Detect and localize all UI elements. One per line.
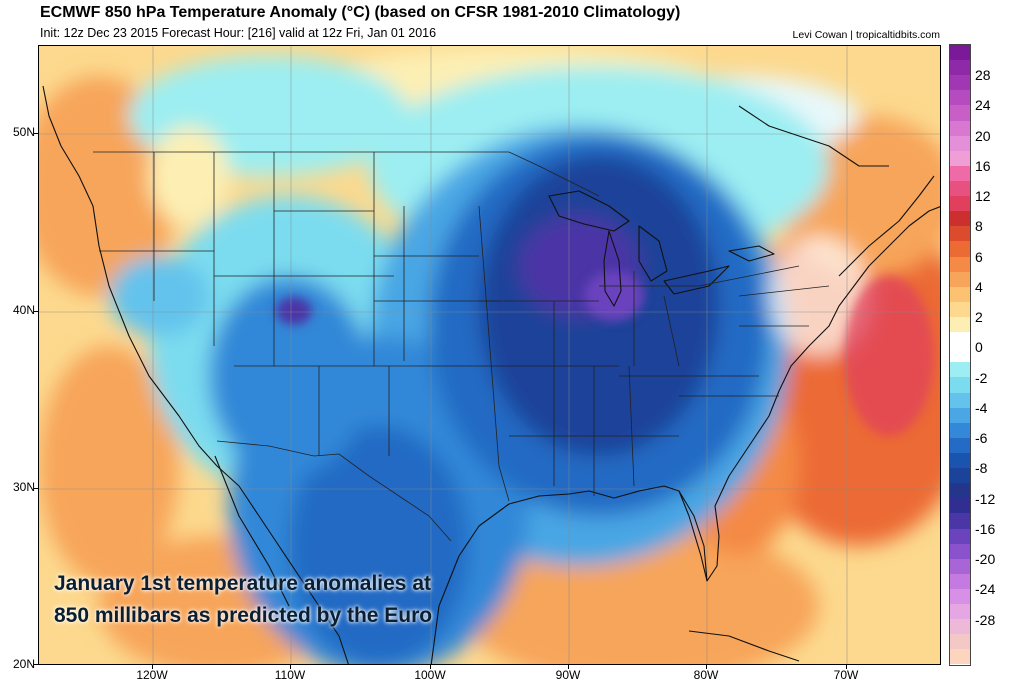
lon-label-110w: 110W xyxy=(274,668,306,682)
map-caption: January 1st temperature anomalies at 850… xyxy=(54,568,432,632)
lon-tick xyxy=(568,664,569,669)
colorbar-label: -24 xyxy=(975,581,996,598)
colorbar-cell xyxy=(950,619,970,635)
lon-label-90w: 90W xyxy=(555,668,581,682)
colorbar-cell xyxy=(950,452,970,469)
lat-tick xyxy=(34,133,39,134)
lat-label-40n: 40N xyxy=(12,303,35,317)
colorbar-label: 8 xyxy=(975,218,983,235)
colorbar-cell xyxy=(950,634,970,650)
colorbar-cell xyxy=(950,588,970,605)
colorbar-cell xyxy=(950,135,970,151)
colorbar-cell xyxy=(950,286,970,302)
colorbar-label: 2 xyxy=(975,309,983,326)
colorbar-cell xyxy=(950,120,970,136)
lon-label-70w: 70W xyxy=(833,668,859,682)
colorbar-cell xyxy=(950,332,970,348)
colorbar-label: -28 xyxy=(975,611,996,628)
colorbar-cell xyxy=(950,301,970,317)
colorbar-cell xyxy=(950,528,970,544)
colorbar-cell xyxy=(950,362,970,378)
colorbar-label: -4 xyxy=(975,399,988,416)
colorbar-cell xyxy=(950,468,970,484)
colorbar-cell xyxy=(950,573,970,589)
state-borders xyxy=(93,151,830,542)
colorbar-cell xyxy=(950,90,970,106)
colorbar-cell xyxy=(950,407,970,423)
lon-label-80w: 80W xyxy=(693,668,719,682)
colorbar-label: 24 xyxy=(975,97,991,114)
colorbar-label: 4 xyxy=(975,278,983,295)
colorbar-cell xyxy=(950,422,970,438)
lon-label-100w: 100W xyxy=(414,668,446,682)
colorbar-cell xyxy=(950,543,970,559)
colorbar-cell xyxy=(950,256,970,272)
colorbar-label: -8 xyxy=(975,460,988,477)
colorbar-cell xyxy=(950,150,970,166)
colorbar-cell xyxy=(950,604,970,620)
lat-tick xyxy=(34,664,39,665)
colorbar-label: -2 xyxy=(975,369,988,386)
colorbar-cell xyxy=(950,437,970,453)
lon-tick xyxy=(846,664,847,669)
colorbar-cell xyxy=(950,392,970,408)
map-title: ECMWF 850 hPa Temperature Anomaly (°C) (… xyxy=(40,4,681,21)
colorbar-cell xyxy=(950,211,970,227)
lon-tick xyxy=(430,664,431,669)
colorbar-cell xyxy=(950,558,970,574)
caption-line-2: 850 millibars as predicted by the Euro xyxy=(54,604,433,627)
colorbar-cell xyxy=(950,226,970,242)
lon-label-120w: 120W xyxy=(136,668,168,682)
colorbar-cell xyxy=(950,60,970,76)
lat-label-50n: 50N xyxy=(12,125,35,139)
coastlines xyxy=(42,85,940,664)
credit-text: Levi Cowan | tropicaltidbits.com xyxy=(792,29,940,41)
colorbar-label: 12 xyxy=(975,188,991,205)
colorbar-cell xyxy=(950,347,970,363)
colorbar-cell xyxy=(950,196,970,212)
anomaly-map xyxy=(38,45,941,665)
colorbar-cell xyxy=(950,75,970,91)
lon-tick xyxy=(290,664,291,669)
lat-label-30n: 30N xyxy=(12,480,35,494)
caption-line-1: January 1st temperature anomalies at xyxy=(54,572,431,595)
colorbar-label: 0 xyxy=(975,339,983,356)
colorbar xyxy=(949,44,971,666)
colorbar-label: -6 xyxy=(975,430,988,447)
colorbar-label: -12 xyxy=(975,490,996,507)
colorbar-cell xyxy=(950,45,970,61)
colorbar-label: 6 xyxy=(975,248,983,265)
colorbar-cell xyxy=(950,483,970,499)
colorbar-label: -16 xyxy=(975,520,996,537)
colorbar-cell xyxy=(950,513,970,529)
map-subtitle: Init: 12z Dec 23 2015 Forecast Hour: [21… xyxy=(40,26,437,40)
colorbar-cell xyxy=(950,316,970,333)
colorbar-label: 20 xyxy=(975,127,991,144)
colorbar-label: 28 xyxy=(975,67,991,84)
colorbar-cell xyxy=(950,649,970,665)
colorbar-cell xyxy=(950,377,970,393)
colorbar-cell xyxy=(950,165,970,181)
lat-tick xyxy=(34,488,39,489)
colorbar-label: -20 xyxy=(975,551,996,568)
lon-tick xyxy=(152,664,153,669)
colorbar-label: 16 xyxy=(975,157,991,174)
lat-tick xyxy=(34,311,39,312)
colorbar-cell xyxy=(950,241,970,257)
colorbar-cell xyxy=(950,105,970,121)
lon-tick xyxy=(706,664,707,669)
colorbar-cell xyxy=(950,498,970,514)
colorbar-cell xyxy=(950,271,970,287)
lat-label-20n: 20N xyxy=(12,657,35,671)
colorbar-cell xyxy=(950,180,970,197)
